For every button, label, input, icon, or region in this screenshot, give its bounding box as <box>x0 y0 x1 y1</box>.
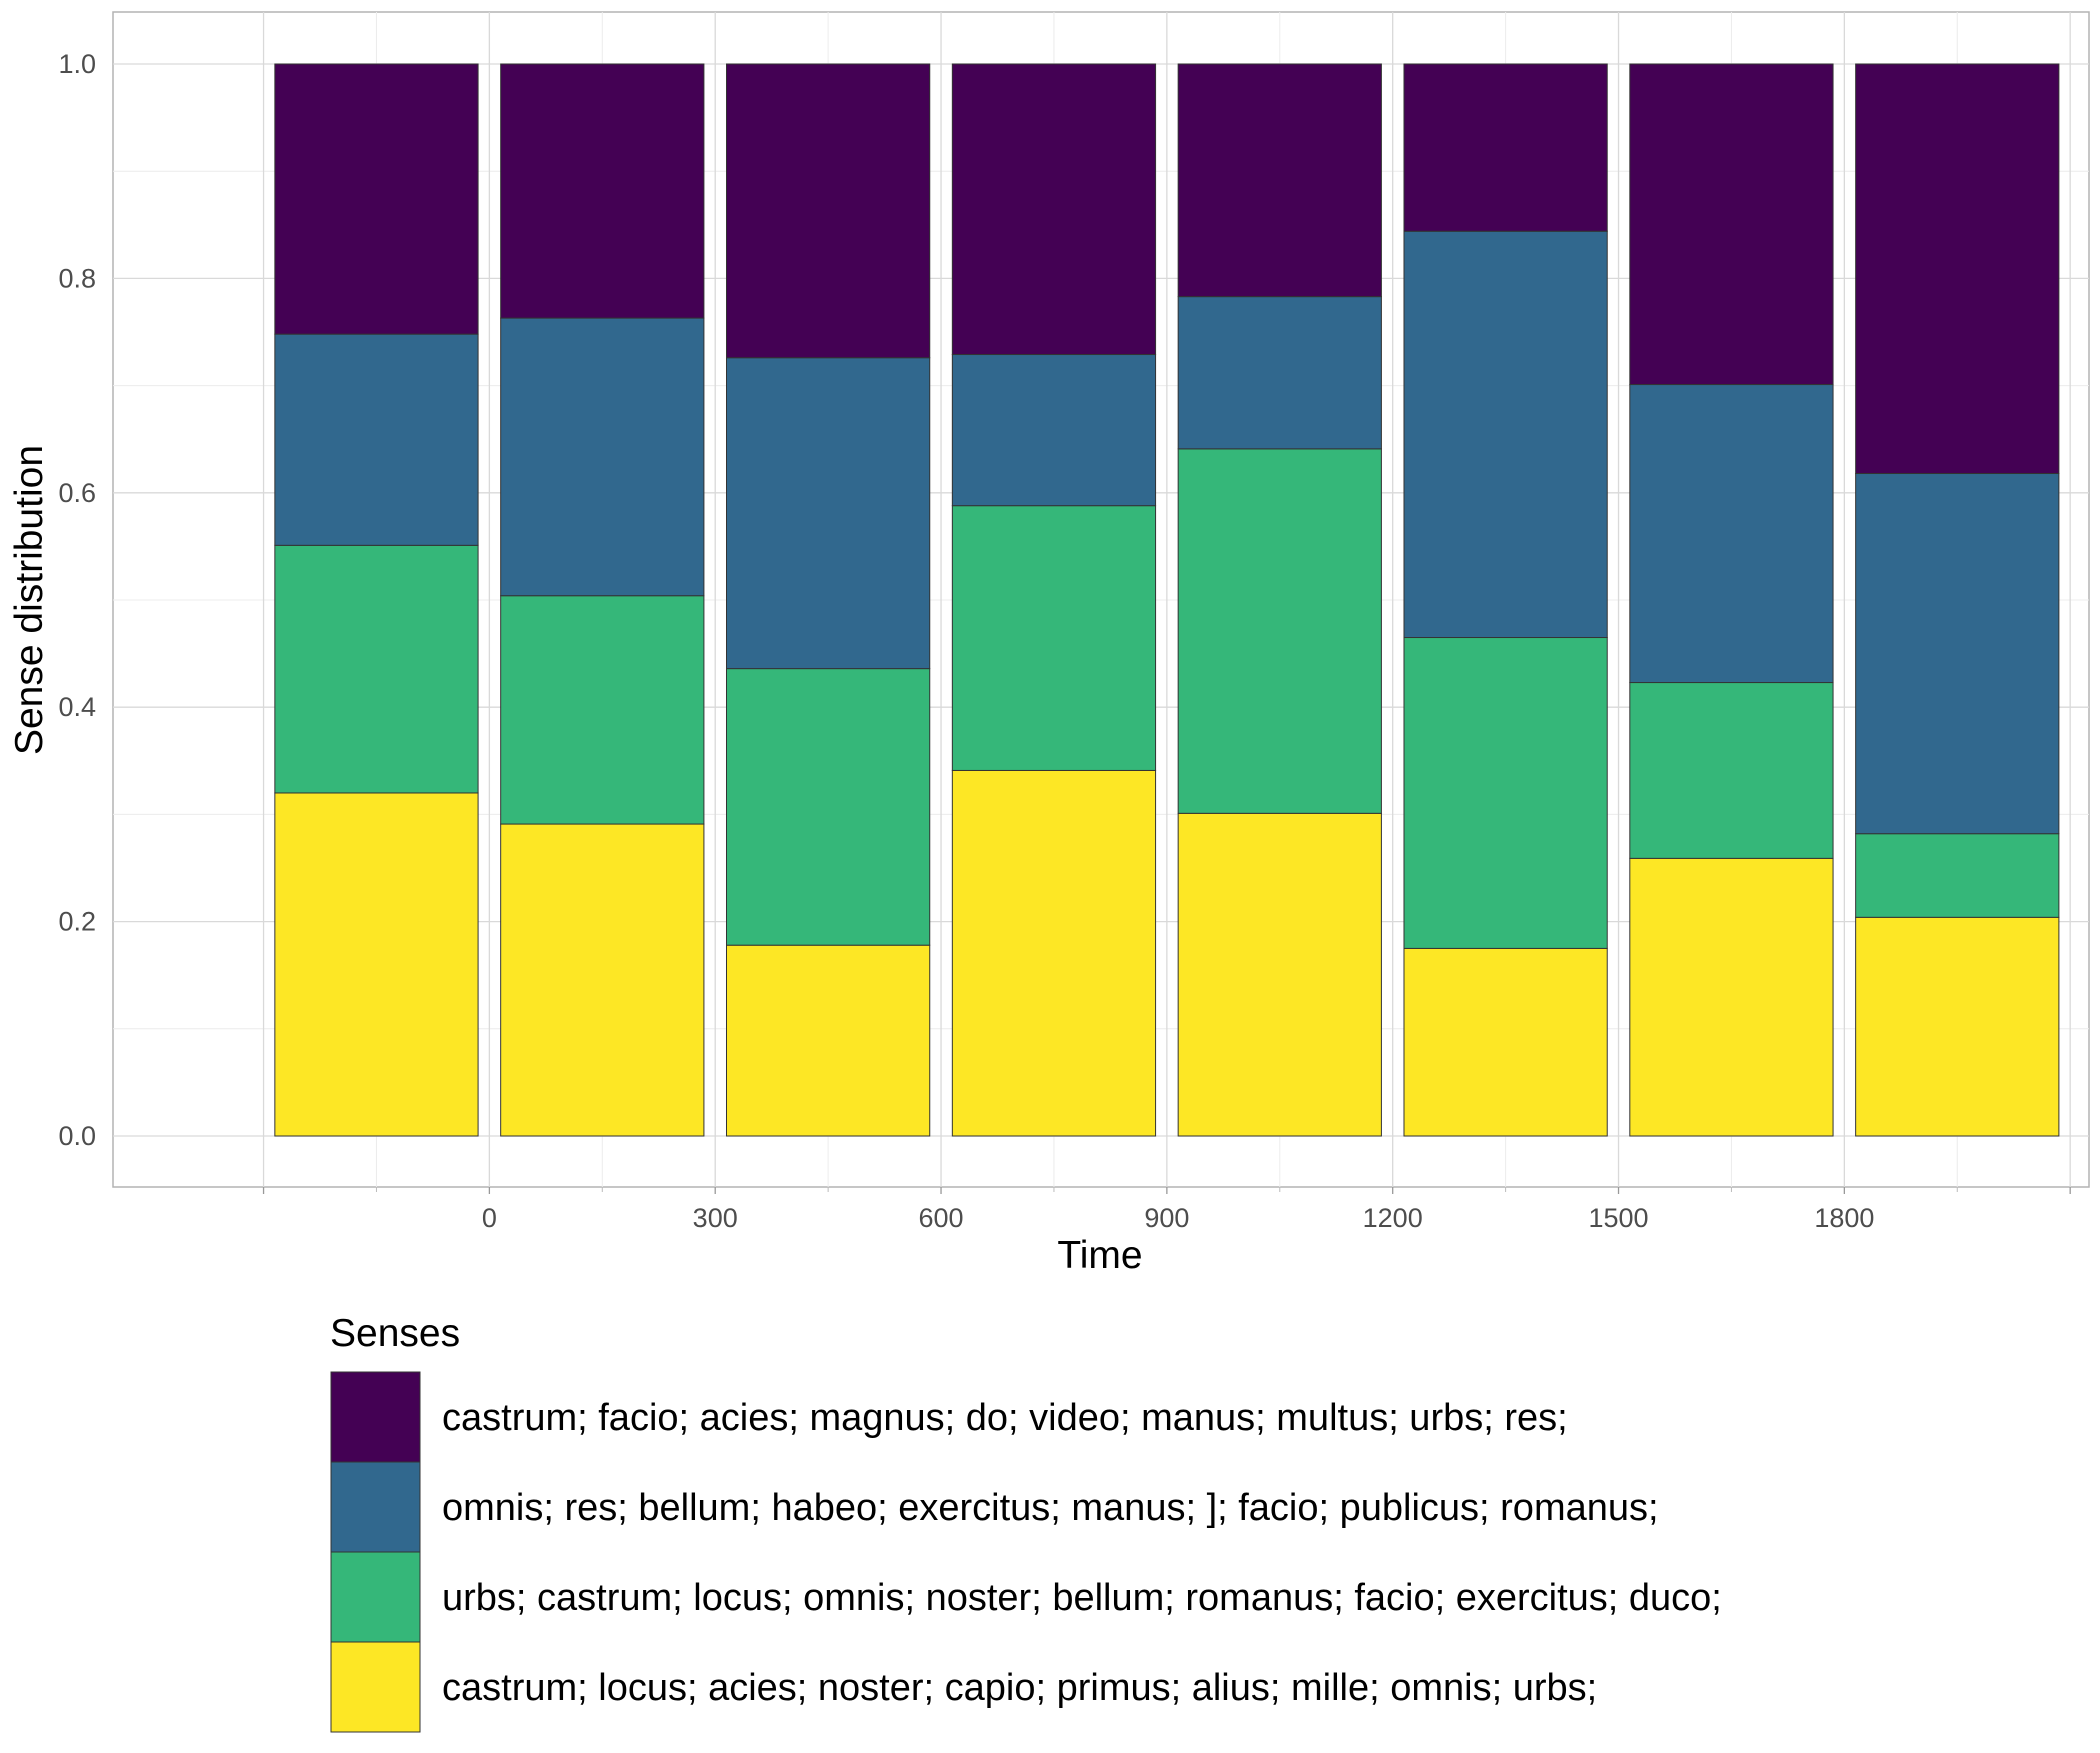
bar-segment <box>500 595 705 825</box>
bar-segment <box>274 544 479 794</box>
bar-segment <box>1629 857 1834 1137</box>
bar-segment <box>1403 230 1608 639</box>
y-tick-label: 0.8 <box>58 263 96 293</box>
bar-segment <box>274 333 479 546</box>
bar-segment <box>1629 63 1834 386</box>
x-tick-label: 1800 <box>1814 1203 1874 1233</box>
legend-label: urbs; castrum; locus; omnis; noster; bel… <box>442 1577 1722 1619</box>
legend-swatch <box>330 1461 421 1553</box>
x-axis-title: Time <box>1057 1234 1142 1277</box>
bar-segment <box>726 944 931 1137</box>
bars <box>274 63 2060 1137</box>
legend: castrum; facio; acies; magnus; do; video… <box>330 1371 1722 1733</box>
bar-segment <box>1855 833 2060 918</box>
x-tick-label: 1200 <box>1363 1203 1423 1233</box>
bar-segment <box>274 792 479 1137</box>
bar-segment <box>1629 682 1834 859</box>
bar-segment <box>1855 63 2060 475</box>
bar-segment <box>1855 916 2060 1137</box>
bar-segment <box>1855 473 2060 835</box>
y-tick-label: 1.0 <box>58 49 96 79</box>
bar-segment <box>500 823 705 1137</box>
bar-segment <box>951 769 1157 1137</box>
y-tick-label: 0.4 <box>58 692 96 722</box>
x-tick-label: 600 <box>919 1203 964 1233</box>
x-axis-ticks: 0 300 600 900 1200 1500 1800 <box>262 1187 2071 1233</box>
bar-segment <box>274 63 479 335</box>
bar-segment <box>1629 384 1834 684</box>
bar-segment <box>1403 63 1608 232</box>
bar-segment <box>1177 296 1382 450</box>
y-axis-ticks: 0.0 0.2 0.4 0.6 0.8 1.0 <box>58 49 96 1151</box>
x-tick-label: 1500 <box>1588 1203 1648 1233</box>
bar-segment <box>951 505 1157 771</box>
bar-segment <box>951 63 1157 356</box>
bar-segment <box>951 354 1157 507</box>
bar-segment <box>1177 812 1382 1137</box>
legend-label: castrum; facio; acies; magnus; do; video… <box>442 1397 1568 1439</box>
bar-segment <box>1177 448 1382 814</box>
bar-segment <box>726 63 931 359</box>
y-tick-label: 0.2 <box>58 907 96 937</box>
x-tick-label: 900 <box>1144 1203 1189 1233</box>
bar-segment <box>726 668 931 946</box>
legend-label: omnis; res; bellum; habeo; exercitus; ma… <box>442 1487 1659 1529</box>
bar-segment <box>500 63 705 319</box>
bar-segment <box>1403 947 1608 1137</box>
x-tick-label: 0 <box>482 1203 497 1233</box>
bar-segment <box>500 317 705 597</box>
legend-swatch <box>330 1371 421 1463</box>
legend-label: castrum; locus; acies; noster; capio; pr… <box>442 1667 1597 1709</box>
legend-title: Senses <box>330 1312 460 1355</box>
x-tick-label: 300 <box>693 1203 738 1233</box>
legend-swatch <box>330 1641 421 1733</box>
bar-segment <box>1177 63 1382 298</box>
y-tick-label: 0.0 <box>58 1121 96 1151</box>
y-tick-label: 0.6 <box>58 478 96 508</box>
bar-segment <box>726 357 931 670</box>
y-axis-title: Sense distribution <box>8 445 51 755</box>
legend-swatch <box>330 1551 421 1643</box>
bar-segment <box>1403 637 1608 949</box>
